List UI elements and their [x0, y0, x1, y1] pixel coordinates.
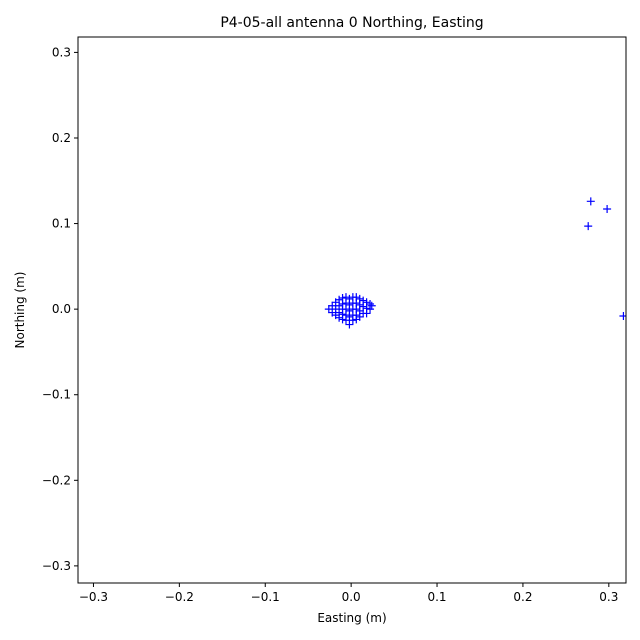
point [367, 301, 376, 310]
point [335, 301, 344, 310]
point [603, 205, 612, 214]
x-tick-label: −0.1 [251, 590, 280, 604]
point [355, 312, 364, 321]
point [341, 316, 350, 325]
y-tick-label: −0.2 [42, 473, 71, 487]
y-tick-label: −0.1 [42, 388, 71, 402]
point [359, 302, 368, 311]
point [328, 301, 337, 310]
y-tick-label: 0.0 [52, 302, 71, 316]
x-tick-label: −0.3 [79, 590, 108, 604]
y-tick-label: 0.3 [52, 45, 71, 59]
point [362, 309, 371, 318]
y-axis-label: Northing (m) [13, 272, 27, 349]
y-tick-label: −0.3 [42, 559, 71, 573]
point [619, 311, 626, 320]
axes-frame [77, 36, 627, 584]
y-tick-label: 0.1 [52, 217, 71, 231]
point [324, 305, 333, 314]
point [345, 320, 354, 329]
point [584, 222, 593, 231]
y-tick-label: 0.2 [52, 131, 71, 145]
chart-title: P4-05-all antenna 0 Northing, Easting [220, 15, 483, 31]
plot-area [324, 197, 626, 329]
x-tick-label: 0.3 [599, 590, 618, 604]
point [586, 197, 595, 206]
point [338, 315, 347, 324]
x-tick-label: 0.2 [513, 590, 532, 604]
point [345, 312, 354, 321]
x-tick-label: 0.0 [342, 590, 361, 604]
x-tick-label: −0.2 [165, 590, 194, 604]
point [366, 305, 375, 314]
x-axis-label: Easting (m) [317, 611, 386, 625]
point [335, 313, 344, 322]
point [348, 316, 357, 325]
x-tick-label: 0.1 [427, 590, 446, 604]
